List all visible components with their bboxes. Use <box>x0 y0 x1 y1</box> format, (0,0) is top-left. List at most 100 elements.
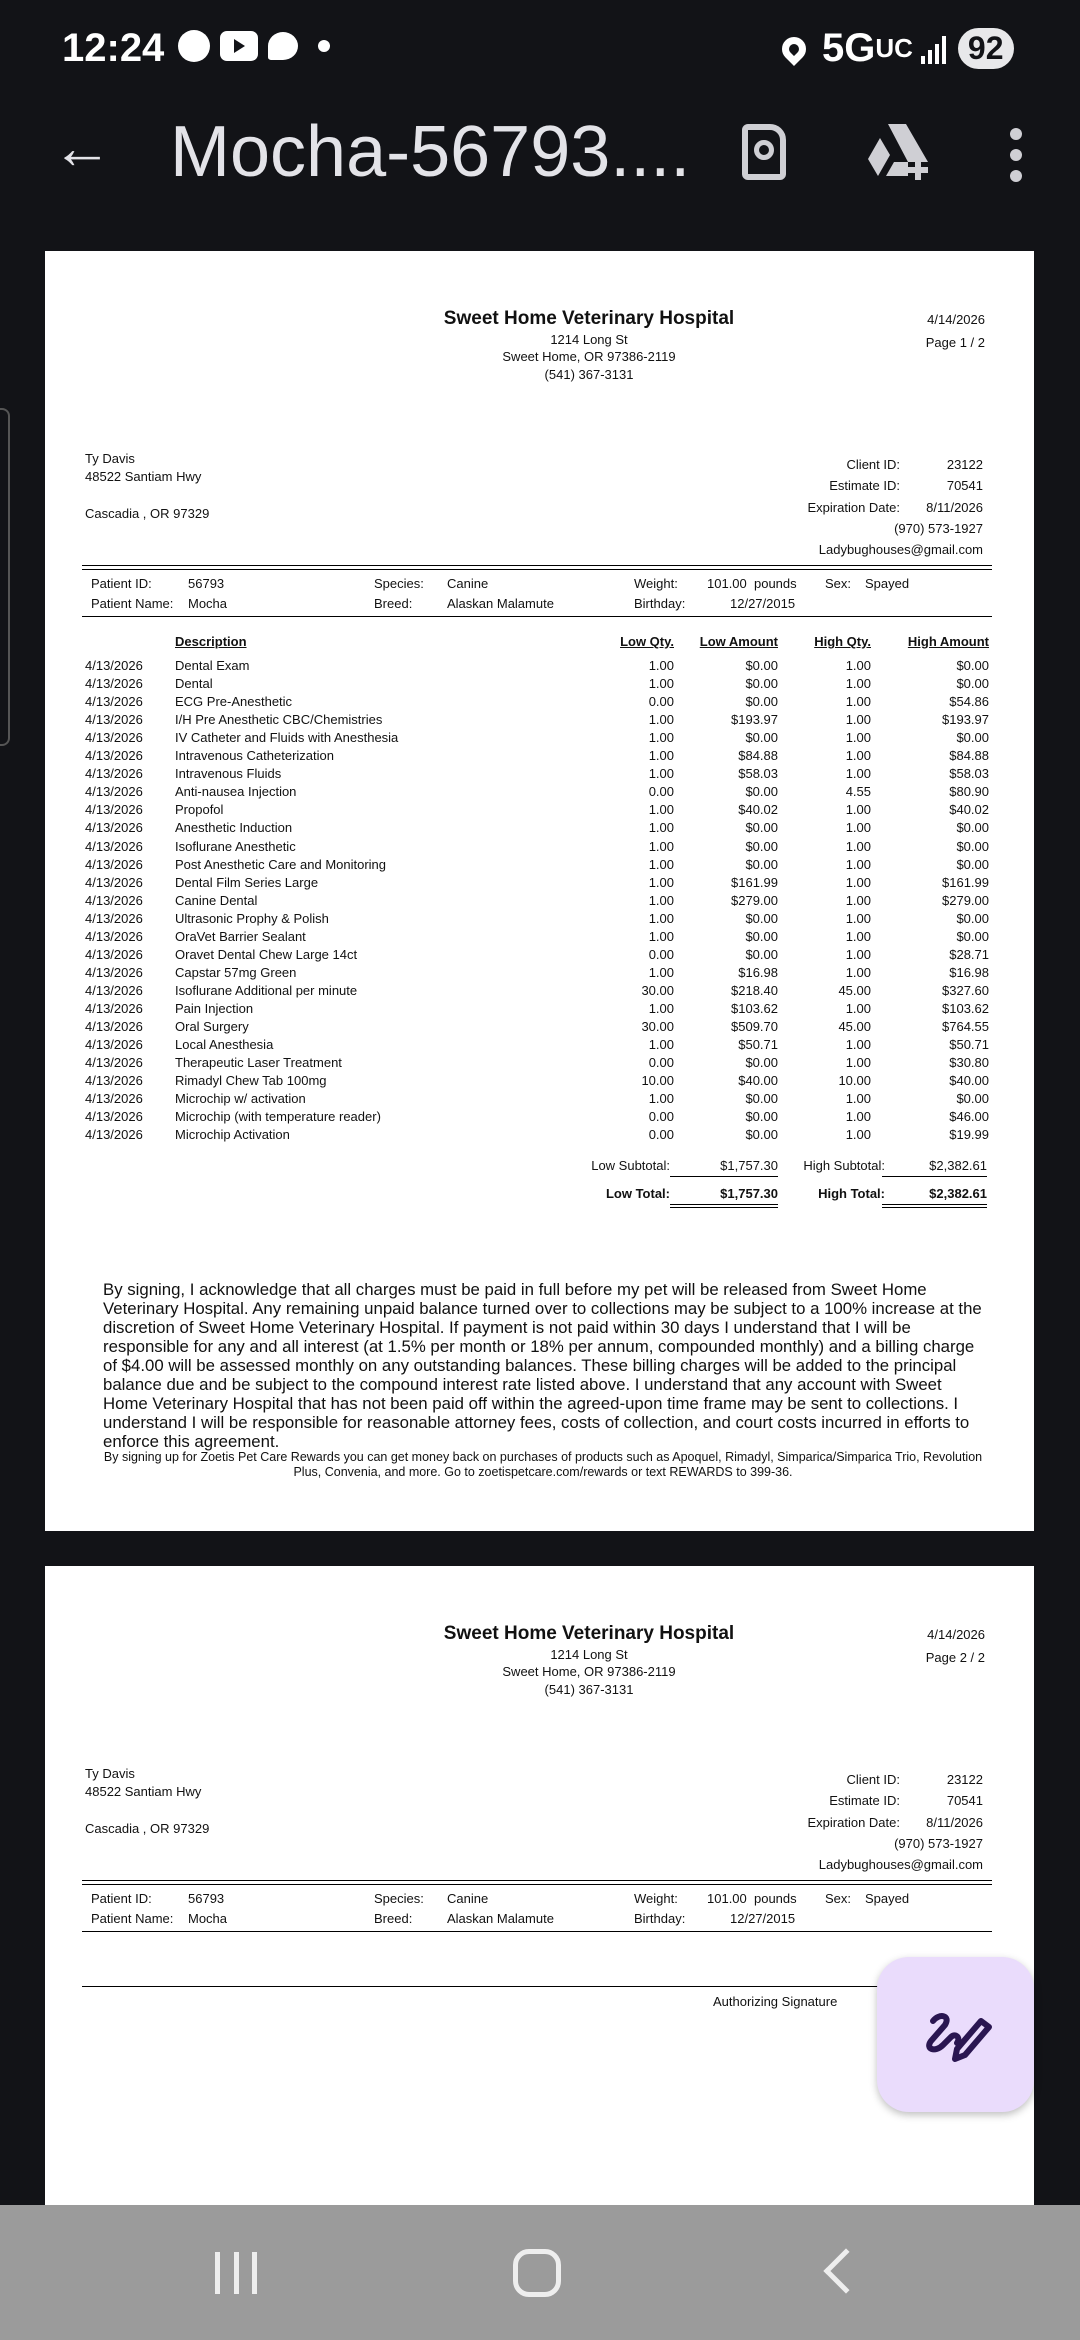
row-low-amount: $279.00 <box>731 892 778 908</box>
row-date: 4/13/2026 <box>85 802 143 818</box>
row-low-amount: $218.40 <box>731 982 778 998</box>
birthday-label: Birthday: <box>634 596 686 611</box>
row-high-amount: $0.00 <box>956 730 989 746</box>
back-arrow-icon[interactable]: ← <box>52 114 112 181</box>
dot-icon <box>318 40 330 52</box>
row-date: 4/13/2026 <box>85 694 143 710</box>
row-high-amount: $58.03 <box>949 766 989 782</box>
sign-fab-button[interactable] <box>877 1957 1034 2112</box>
patient-id: 56793 <box>188 576 225 591</box>
patient-name-label: Patient Name: <box>91 596 174 611</box>
high-total: $2,382.61 <box>929 1186 987 1201</box>
row-high-qty: 10.00 <box>838 1073 871 1089</box>
row-high-qty: 1.00 <box>845 658 871 673</box>
row-high-amount: $0.00 <box>956 910 989 926</box>
row-date: 4/13/2026 <box>85 1000 143 1016</box>
document-page-1: Sweet Home Veterinary Hospital 1214 Long… <box>45 251 1034 1531</box>
recent-apps-icon[interactable] <box>215 2252 257 2294</box>
add-to-drive-icon[interactable] <box>868 124 934 180</box>
row-high-amount: $80.90 <box>949 784 989 800</box>
row-date: 4/13/2026 <box>85 838 143 854</box>
row-high-qty: 1.00 <box>845 874 871 890</box>
document-date: 4/14/2026 <box>927 1627 985 1642</box>
row-low-qty: 1.00 <box>648 856 674 872</box>
low-total-label: Low Total: <box>605 1186 670 1201</box>
client-id-label: Client ID: <box>846 1772 900 1787</box>
row-description: Dental Film Series Large <box>175 874 319 890</box>
row-high-amount: $19.99 <box>949 1127 989 1143</box>
sex: Spayed <box>865 576 910 591</box>
high-subtotal-label: High Subtotal: <box>803 1158 885 1173</box>
scroll-handle[interactable] <box>0 408 10 746</box>
row-low-qty: 1.00 <box>648 910 674 926</box>
col-high-qty: High Qty. <box>814 634 871 649</box>
row-description: Local Anesthesia <box>175 1037 274 1053</box>
species: Canine <box>447 1891 489 1906</box>
row-low-amount: $50.71 <box>738 1037 778 1053</box>
row-low-qty: 1.00 <box>648 928 674 944</box>
birthday-label: Birthday: <box>634 1911 686 1926</box>
row-high-qty: 45.00 <box>838 1019 871 1034</box>
row-low-qty: 0.00 <box>648 1109 674 1125</box>
hospital-name: Sweet Home Veterinary Hospital <box>443 308 735 329</box>
row-high-qty: 1.00 <box>845 910 871 926</box>
row-low-qty: 1.00 <box>648 874 674 890</box>
row-low-qty: 1.00 <box>648 730 674 746</box>
row-date: 4/13/2026 <box>85 1037 143 1053</box>
estimate-id-label: Estimate ID: <box>829 478 900 493</box>
row-low-amount: $0.00 <box>745 928 778 944</box>
row-high-qty: 1.00 <box>845 712 871 728</box>
client-id: 23122 <box>946 1772 983 1787</box>
expiration-date: 8/11/2026 <box>926 1815 983 1830</box>
back-icon[interactable] <box>823 2248 869 2294</box>
row-date: 4/13/2026 <box>85 1019 143 1034</box>
row-date: 4/13/2026 <box>85 676 143 692</box>
page-number: Page 1 / 2 <box>925 335 985 350</box>
row-high-amount: $327.60 <box>942 982 989 998</box>
row-low-amount: $509.70 <box>731 1019 778 1034</box>
row-low-amount: $0.00 <box>745 1055 778 1071</box>
row-high-amount: $50.71 <box>949 1037 989 1053</box>
patient-name: Mocha <box>188 1911 228 1926</box>
row-high-qty: 1.00 <box>845 748 871 764</box>
find-in-document-icon[interactable] <box>742 124 786 180</box>
row-low-amount: $58.03 <box>738 766 778 782</box>
navigation-bar <box>0 2205 1080 2340</box>
more-vert-icon[interactable] <box>1010 128 1022 182</box>
row-date: 4/13/2026 <box>85 820 143 836</box>
row-high-amount: $40.02 <box>949 802 989 818</box>
row-high-amount: $40.00 <box>949 1073 989 1089</box>
row-description: I/H Pre Anesthetic CBC/Chemistries <box>175 712 383 728</box>
row-date: 4/13/2026 <box>85 1127 143 1143</box>
edit-signature-icon <box>926 2013 992 2062</box>
row-high-amount: $84.88 <box>949 748 989 764</box>
home-icon[interactable] <box>513 2249 561 2297</box>
estimate-id-label: Estimate ID: <box>829 1793 900 1808</box>
row-low-amount: $0.00 <box>745 1091 778 1107</box>
breed: Alaskan Malamute <box>447 596 554 611</box>
row-date: 4/13/2026 <box>85 658 143 673</box>
row-high-qty: 1.00 <box>845 1091 871 1107</box>
row-date: 4/13/2026 <box>85 1055 143 1071</box>
row-high-qty: 1.00 <box>845 928 871 944</box>
row-low-amount: $0.00 <box>745 910 778 926</box>
row-low-qty: 1.00 <box>648 820 674 836</box>
hospital-address1: 1214 Long St <box>550 332 628 347</box>
row-description: Pain Injection <box>175 1000 254 1016</box>
page-number: Page 2 / 2 <box>925 1650 985 1665</box>
row-low-qty: 1.00 <box>648 964 674 980</box>
row-description: OraVet Barrier Sealant <box>175 928 306 944</box>
row-low-amount: $40.02 <box>738 802 778 818</box>
row-date: 4/13/2026 <box>85 766 143 782</box>
hospital-address2: Sweet Home, OR 97386-2119 <box>502 1664 676 1679</box>
sex-label: Sex: <box>825 1891 852 1906</box>
row-low-qty: 1.00 <box>648 802 674 818</box>
row-low-qty: 1.00 <box>648 748 674 764</box>
col-low-qty: Low Qty. <box>620 634 674 649</box>
row-description: Isoflurane Additional per minute <box>175 982 358 998</box>
col-high-amount: High Amount <box>907 634 989 649</box>
row-description: Capstar 57mg Green <box>175 964 297 980</box>
weight: 101.00 pounds <box>707 1891 797 1906</box>
client-email: Ladybughouses@gmail.com <box>818 1857 983 1872</box>
col-low-amount: Low Amount <box>699 634 778 649</box>
